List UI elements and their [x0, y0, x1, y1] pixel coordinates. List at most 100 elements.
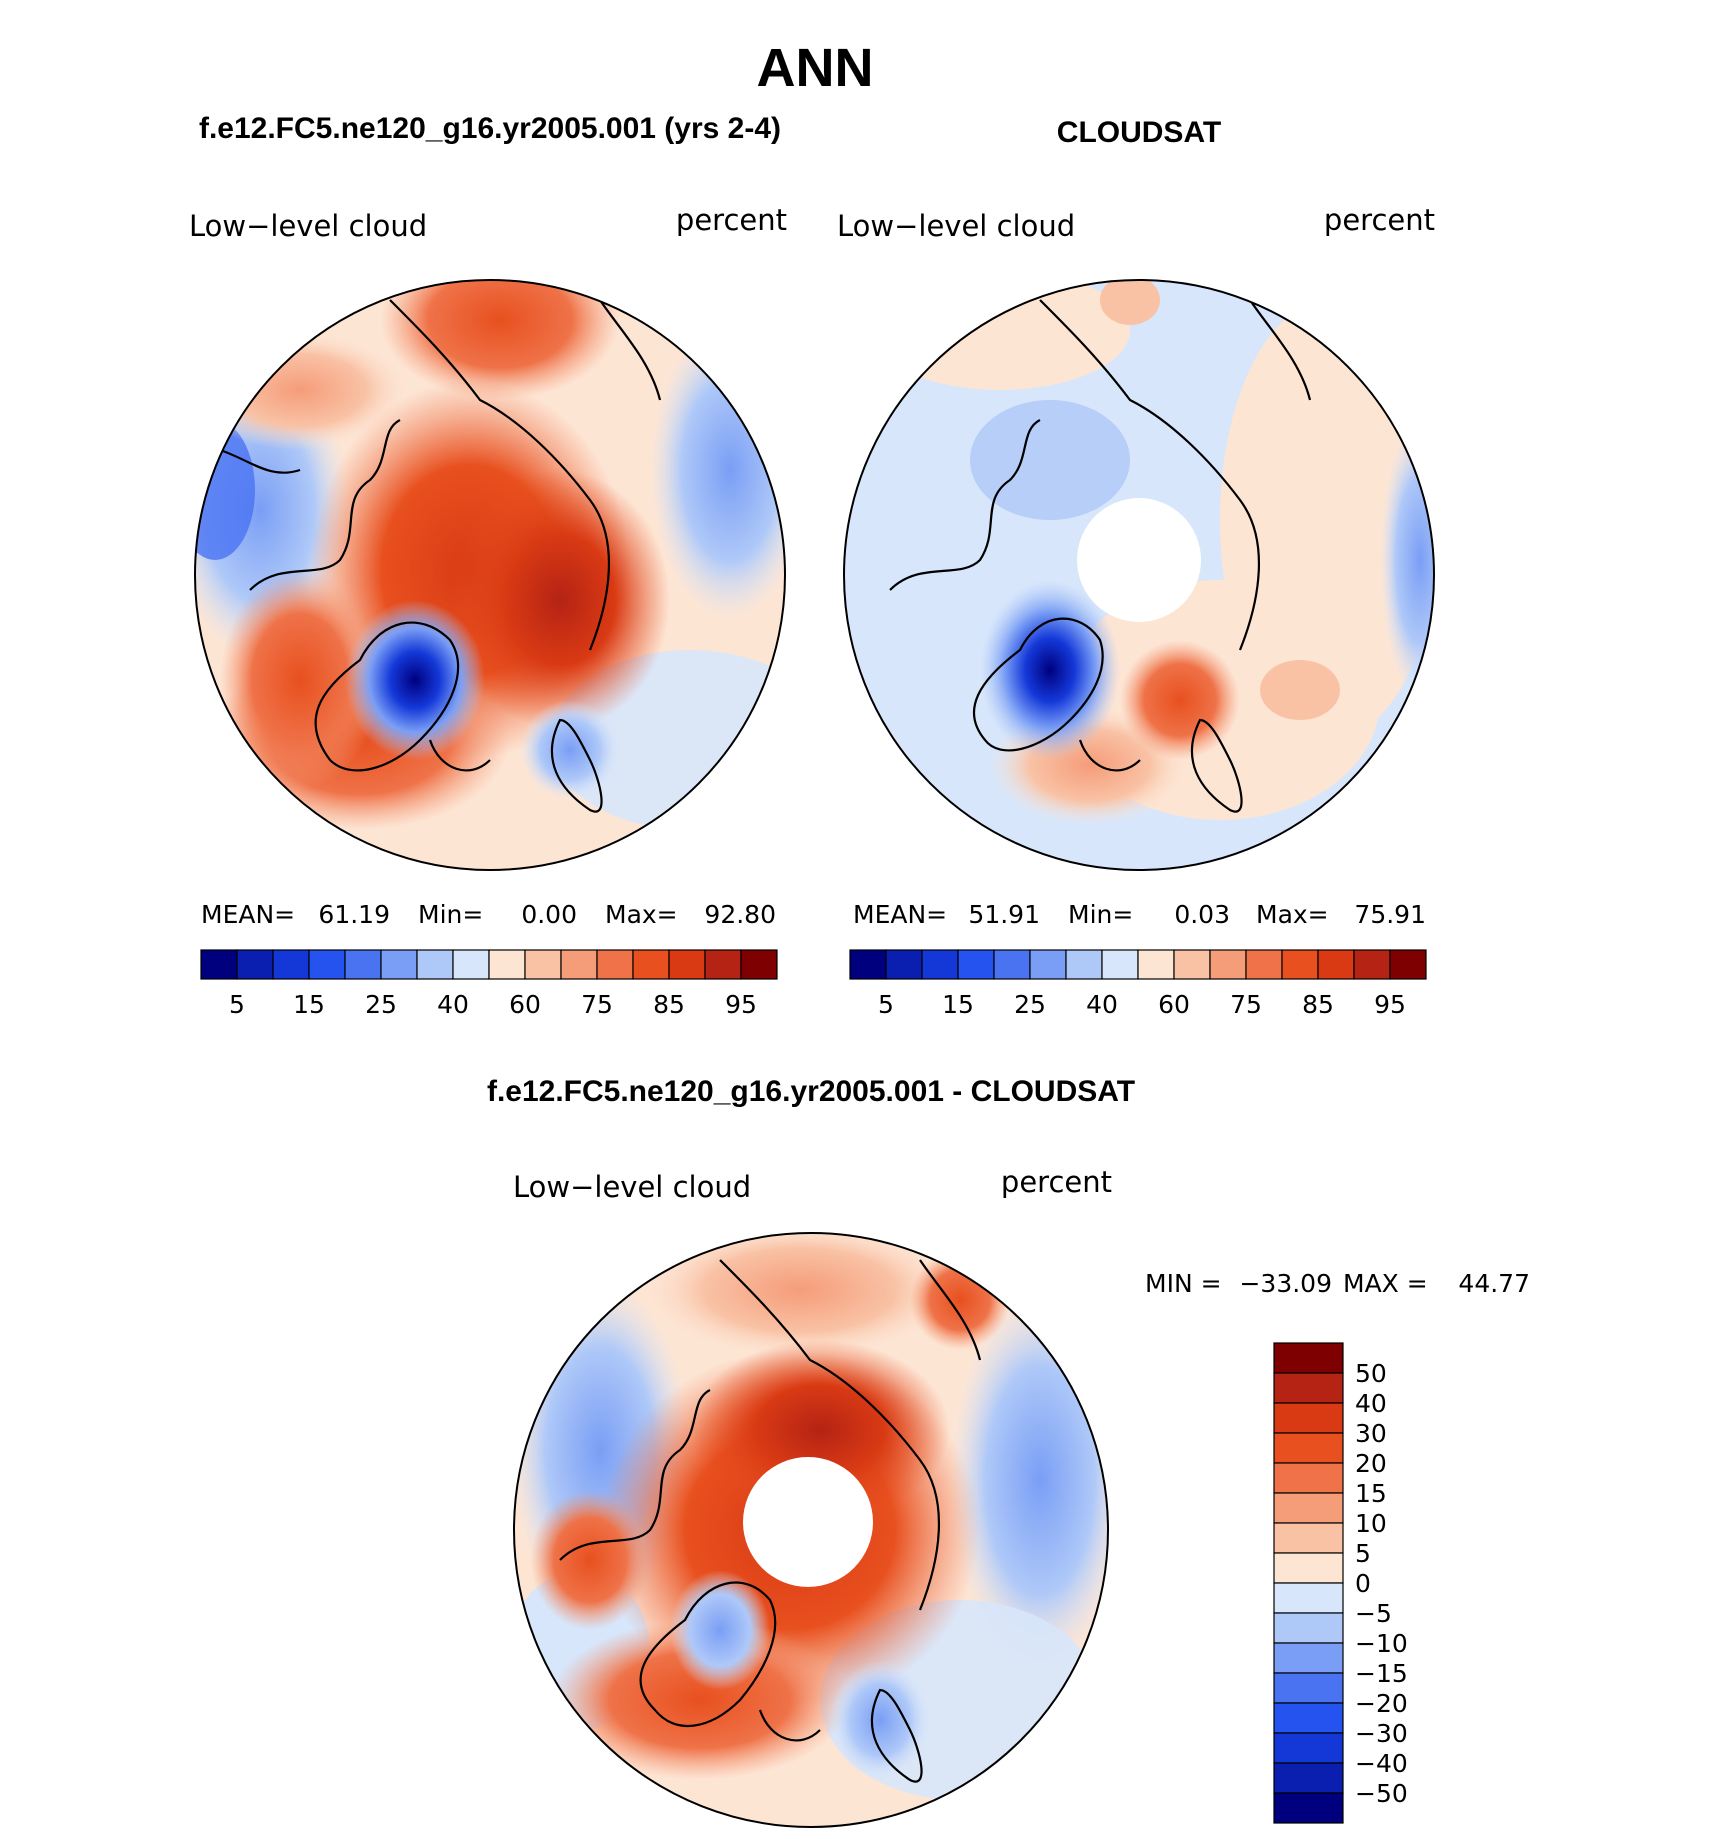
obs-min-value: 0.03 [1174, 900, 1230, 929]
obs-colorbar-tick-label: 25 [1014, 990, 1046, 1019]
diff-colorbar-tick-label: −10 [1355, 1629, 1408, 1658]
diff-colorbar-swatch [1273, 1582, 1344, 1614]
model-colorbar-tick-label: 40 [437, 990, 469, 1019]
model-colorbar: 5 15 25 40 60 75 85 95 [200, 949, 778, 1019]
diff-panel-title: f.e12.FC5.ne120_g16.yr2005.001 - CLOUDSA… [487, 1075, 1135, 1108]
model-colorbar-swatch [236, 949, 274, 980]
obs-coastlines [889, 299, 1312, 813]
diff-colorbar-tick-label: 30 [1355, 1419, 1387, 1448]
diff-colorbar-tick-label: −50 [1355, 1779, 1408, 1808]
obs-min-label: Min= [1068, 900, 1133, 929]
obs-panel: Low−level cloud percent MEAN= 51.91 [837, 203, 1435, 1019]
obs-colorbar-tick-label: 95 [1374, 990, 1406, 1019]
obs-variable-label: Low−level cloud [837, 209, 1075, 243]
diff-max-label: MAX = [1343, 1269, 1428, 1298]
diff-colorbar-swatch [1273, 1492, 1344, 1524]
diff-colorbar-swatch [1273, 1462, 1344, 1494]
diff-colorbar-tick-label: −40 [1355, 1749, 1408, 1778]
diff-colorbar-swatch [1273, 1792, 1344, 1824]
diff-units-label: percent [1001, 1165, 1112, 1199]
obs-colorbar-swatch [1353, 949, 1391, 980]
model-variable-label: Low−level cloud [189, 209, 427, 243]
model-colorbar-tick-label: 75 [581, 990, 613, 1019]
obs-max-value: 75.91 [1354, 900, 1426, 929]
obs-colorbar-swatch [885, 949, 923, 980]
diff-panel: Low−level cloud percent M [513, 1165, 1530, 1828]
model-colorbar-swatch [488, 949, 526, 980]
model-colorbar-swatch [668, 949, 706, 980]
diff-colorbar-tick-label: 0 [1355, 1569, 1371, 1598]
diff-coastlines [559, 1259, 982, 1783]
figure-title: ANN [757, 38, 874, 98]
model-colorbar-tick-label: 60 [509, 990, 541, 1019]
diff-colorbar-tick-label: 15 [1355, 1479, 1387, 1508]
diff-colorbar-swatch [1273, 1522, 1344, 1554]
diff-variable-label: Low−level cloud [513, 1170, 751, 1204]
model-panel: Low−level cloud percent [189, 203, 787, 1019]
diff-colorbar-swatch [1273, 1762, 1344, 1794]
obs-colorbar-tick-label: 75 [1230, 990, 1262, 1019]
model-mean-label: MEAN= [201, 900, 295, 929]
diff-colorbar-tick-label: −20 [1355, 1689, 1408, 1718]
obs-colorbar-swatch [957, 949, 995, 980]
model-colorbar-swatch [344, 949, 382, 980]
obs-colorbar-swatch [1209, 949, 1247, 980]
diff-colorbar-tick-label: 40 [1355, 1389, 1387, 1418]
diff-colorbar-swatch [1273, 1702, 1344, 1734]
obs-colorbar-swatch [1245, 949, 1283, 980]
model-colorbar-swatch [272, 949, 310, 980]
model-colorbar-swatch [452, 949, 490, 980]
model-max-value: 92.80 [704, 900, 776, 929]
obs-colorbar-swatch [921, 949, 959, 980]
model-mean-value: 61.19 [318, 900, 390, 929]
model-colorbar-swatch [632, 949, 670, 980]
model-colorbar-swatch [308, 949, 346, 980]
model-colorbar-swatch [704, 949, 742, 980]
obs-colorbar-tick-label: 5 [878, 990, 894, 1019]
model-coastlines [219, 299, 662, 813]
diff-max-value: 44.77 [1458, 1269, 1530, 1298]
model-colorbar-swatch [200, 949, 238, 980]
model-colorbar-swatch [524, 949, 562, 980]
model-units-label: percent [676, 203, 787, 237]
diff-map [514, 1233, 1108, 1827]
model-colorbar-tick-label: 15 [293, 990, 325, 1019]
obs-colorbar-swatch [1065, 949, 1103, 980]
obs-panel-title: CLOUDSAT [1057, 116, 1221, 149]
obs-colorbar-swatch [993, 949, 1031, 980]
model-map-border [194, 279, 786, 871]
diff-colorbar-swatch [1273, 1432, 1344, 1464]
model-map [195, 280, 785, 870]
obs-colorbar-swatch [1029, 949, 1067, 980]
model-colorbar-tick-label: 85 [653, 990, 685, 1019]
model-max-label: Max= [605, 900, 678, 929]
diff-min-value: −33.09 [1239, 1269, 1332, 1298]
diff-colorbar-swatch [1273, 1612, 1344, 1644]
diff-colorbar-tick-label: −30 [1355, 1719, 1408, 1748]
obs-mean-label: MEAN= [853, 900, 947, 929]
diff-colorbar-tick-label: −15 [1355, 1659, 1408, 1688]
obs-max-label: Max= [1256, 900, 1329, 929]
model-min-value: 0.00 [521, 900, 577, 929]
obs-colorbar-swatch [1389, 949, 1427, 980]
model-panel-title: f.e12.FC5.ne120_g16.yr2005.001 (yrs 2-4) [199, 112, 781, 145]
obs-map-border [843, 279, 1435, 871]
obs-colorbar: 5 15 25 40 60 75 85 95 [849, 949, 1427, 1019]
diff-colorbar-swatch [1273, 1732, 1344, 1764]
obs-colorbar-swatch [1101, 949, 1139, 980]
obs-colorbar-swatch [1281, 949, 1319, 980]
diff-colorbar-swatch [1273, 1552, 1344, 1584]
diff-colorbar-swatch [1273, 1402, 1344, 1434]
diff-colorbar-tick-label: 50 [1355, 1359, 1387, 1388]
diff-colorbar-tick-label: 5 [1355, 1539, 1371, 1568]
model-colorbar-tick-label: 5 [229, 990, 245, 1019]
diff-colorbar-tick-label: −5 [1355, 1599, 1392, 1628]
obs-colorbar-tick-label: 40 [1086, 990, 1118, 1019]
diff-colorbar-swatch [1273, 1642, 1344, 1674]
diff-colorbar-tick-label: 10 [1355, 1509, 1387, 1538]
diff-min-label: MIN = [1145, 1269, 1222, 1298]
obs-colorbar-swatch [1317, 949, 1355, 980]
diff-colorbar-swatch [1273, 1372, 1344, 1404]
